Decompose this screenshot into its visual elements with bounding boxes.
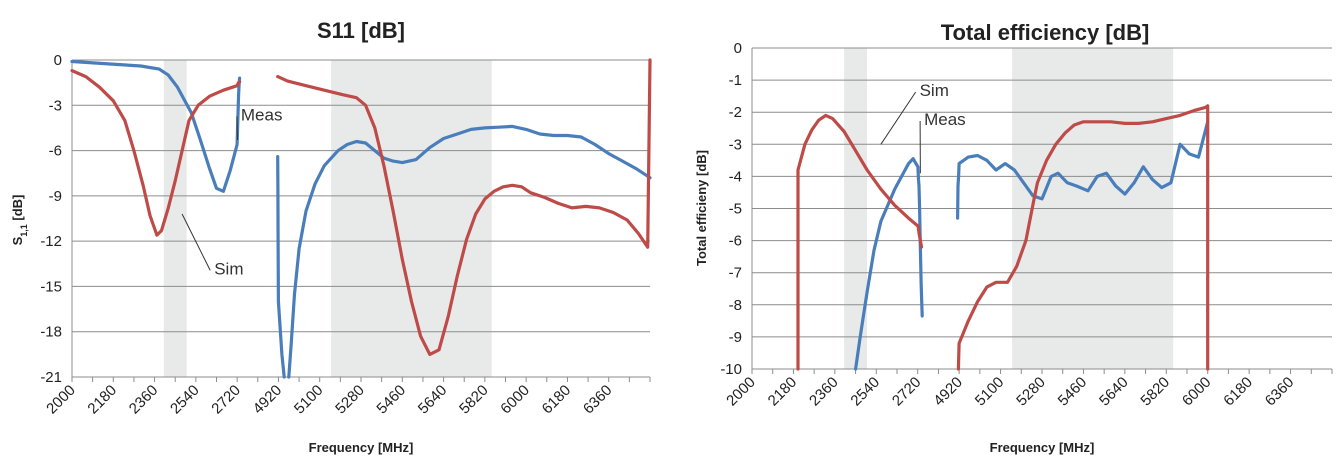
x-tick-label: 2540 <box>167 382 203 418</box>
chart-title: Total efficiency [dB] <box>941 20 1150 45</box>
y-tick-label: -6 <box>49 143 62 160</box>
chart-title: S11 [dB] <box>317 18 405 43</box>
x-axis-label: Frequency [MHz] <box>309 440 414 455</box>
y-tick-label: -18 <box>40 324 62 341</box>
x-tick-label: 2000 <box>43 382 79 418</box>
series-line-meas <box>276 155 286 379</box>
annotation-label-sim: Sim <box>920 81 949 100</box>
annotation-label-meas: Meas <box>241 105 283 124</box>
y-tick-label: -8 <box>729 297 742 314</box>
x-tick-label: 2000 <box>723 374 759 410</box>
y-tick-label: -7 <box>729 265 742 282</box>
y-tick-label: -21 <box>40 369 62 386</box>
x-tick-label: 5460 <box>373 382 409 418</box>
x-tick-label: 2180 <box>765 374 801 410</box>
x-tick-label: 2360 <box>126 382 162 418</box>
annotation-leader <box>236 116 239 141</box>
y-axis-label: S1,1 [dB] <box>10 195 29 246</box>
x-tick-label: 6000 <box>1179 374 1215 410</box>
y-tick-label: 0 <box>734 40 742 57</box>
x-tick-label: 4920 <box>930 374 966 410</box>
y-tick-label: -4 <box>729 168 742 185</box>
annotation-label-meas: Meas <box>924 110 966 129</box>
x-tick-label: 5280 <box>332 382 368 418</box>
shaded-band <box>331 60 492 377</box>
x-tick-label: 6360 <box>1262 374 1298 410</box>
x-tick-label: 5820 <box>456 382 492 418</box>
series-line-meas <box>854 157 924 371</box>
y-tick-label: -10 <box>720 361 742 378</box>
annotation-leader <box>880 91 917 145</box>
y-tick-label: -3 <box>729 136 742 153</box>
y-tick-label: -9 <box>729 329 742 346</box>
x-tick-label: 5640 <box>415 382 451 418</box>
x-tick-label: 6360 <box>580 382 616 418</box>
x-tick-label: 2540 <box>847 374 883 410</box>
y-tick-label: 0 <box>54 52 62 69</box>
series-line-meas <box>70 59 242 193</box>
x-tick-label: 4920 <box>250 382 286 418</box>
series-line-sim <box>956 104 1210 371</box>
y-tick-label: -9 <box>49 188 62 205</box>
x-tick-label: 5100 <box>291 382 327 418</box>
x-tick-label: 2720 <box>889 374 925 410</box>
x-tick-label: 5820 <box>1137 374 1173 410</box>
x-tick-label: 6180 <box>1220 374 1256 410</box>
x-tick-label: 5460 <box>1055 374 1091 410</box>
x-tick-label: 6000 <box>497 382 533 418</box>
annotation-label-sim: Sim <box>214 259 243 278</box>
series-line-meas <box>956 120 1210 220</box>
x-tick-label: 5640 <box>1096 374 1132 410</box>
series-line-sim <box>796 113 924 371</box>
x-tick-label: 5280 <box>1013 374 1049 410</box>
x-tick-label: 2720 <box>208 382 244 418</box>
y-tick-label: -5 <box>729 201 742 218</box>
x-axis-label: Frequency [MHz] <box>990 440 1095 455</box>
y-tick-label: -12 <box>40 233 62 250</box>
y-tick-label: -15 <box>40 278 62 295</box>
annotation-leader <box>181 213 211 271</box>
series-line-sim <box>70 69 242 237</box>
y-tick-label: -3 <box>49 97 62 114</box>
x-tick-label: 6180 <box>539 382 575 418</box>
y-tick-label: -6 <box>729 233 742 250</box>
y-axis-label: Total efficieny [dB] <box>694 150 709 266</box>
series-line-meas <box>287 124 652 379</box>
y-tick-label: -2 <box>729 104 742 121</box>
series-line-sim <box>276 58 652 356</box>
shaded-band <box>163 60 187 377</box>
x-tick-label: 2180 <box>84 382 120 418</box>
x-tick-label: 5100 <box>972 374 1008 410</box>
y-tick-label: -1 <box>729 72 742 89</box>
x-tick-label: 2360 <box>806 374 842 410</box>
